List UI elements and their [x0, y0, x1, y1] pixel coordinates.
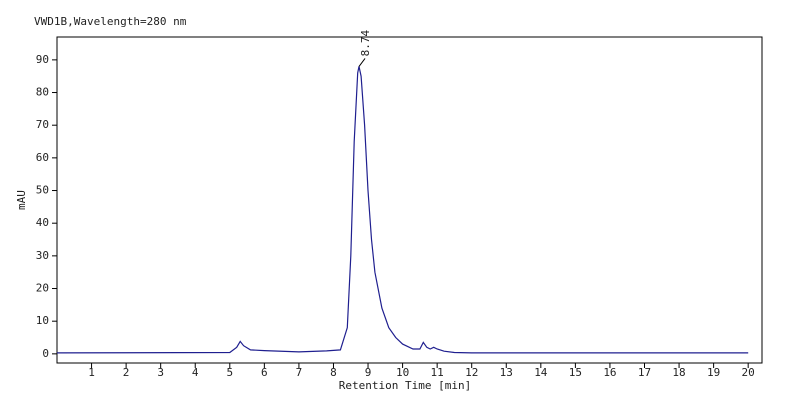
x-tick-label: 2 [123, 366, 130, 379]
x-tick-label: 5 [226, 366, 233, 379]
x-tick-label: 20 [742, 366, 755, 379]
y-tick-label: 0 [42, 347, 49, 360]
y-tick-label: 50 [36, 184, 49, 197]
y-tick-label: 90 [36, 53, 49, 66]
y-tick-label: 70 [36, 118, 49, 131]
y-tick-label: 30 [36, 249, 49, 262]
trace [56, 66, 749, 354]
plot-frame [56, 36, 763, 364]
x-axis-label: Retention Time [min] [339, 379, 471, 392]
peak-marker [358, 58, 366, 67]
x-tick-label: 8 [330, 366, 337, 379]
y-tick-label: 40 [36, 216, 49, 229]
x-tick-label: 15 [569, 366, 582, 379]
x-tick-label: 13 [500, 366, 513, 379]
y-tick-label: 10 [36, 314, 49, 327]
x-tick-label: 6 [261, 366, 268, 379]
x-tick-label: 16 [603, 366, 616, 379]
x-tick-label: 18 [672, 366, 685, 379]
x-tick-label: 1 [88, 366, 95, 379]
x-tick-label: 9 [365, 366, 372, 379]
chart-title: VWD1B,Wavelength=280 nm [34, 15, 187, 28]
x-tick-label: 7 [296, 366, 303, 379]
y-tick-label: 80 [36, 86, 49, 99]
peak-label: 8.74 [359, 30, 372, 57]
y-tick-label: 60 [36, 151, 49, 164]
x-tick-label: 17 [638, 366, 651, 379]
y-tick-label: 20 [36, 282, 49, 295]
x-tick-label: 3 [157, 366, 164, 379]
y-axis-label: mAU [15, 190, 28, 210]
x-tick-label: 19 [707, 366, 720, 379]
x-tick-label: 10 [396, 366, 409, 379]
x-tick-label: 12 [465, 366, 478, 379]
x-tick-label: 11 [431, 366, 444, 379]
x-tick-label: 14 [534, 366, 548, 379]
x-tick-label: 4 [192, 366, 199, 379]
